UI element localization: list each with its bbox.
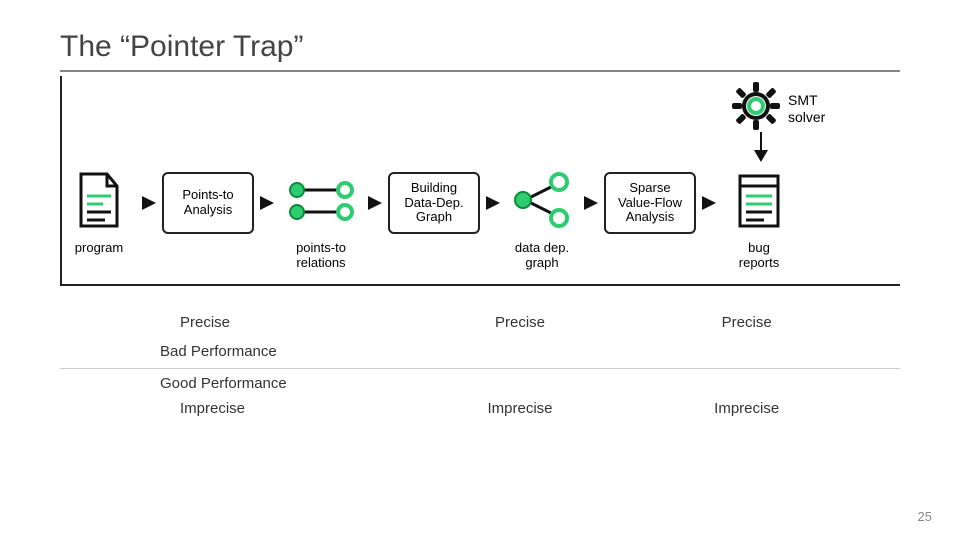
- smt-label-line2: solver: [788, 109, 825, 125]
- document-icon: [75, 172, 123, 235]
- precise-2: Precise: [407, 314, 634, 331]
- ddg-label: data dep. graph: [515, 241, 569, 271]
- pipeline-row: program Points-to Analysis: [62, 172, 796, 271]
- slide-number: 25: [918, 509, 932, 524]
- gear-icon: [732, 82, 780, 135]
- reports-l1: bug: [739, 241, 779, 256]
- arrow-down-icon: [754, 132, 768, 167]
- bad-performance: Bad Performance: [60, 343, 900, 360]
- separator: [60, 368, 900, 369]
- stage-points-to: Points-to Analysis: [162, 172, 254, 234]
- reports-label: bug reports: [739, 241, 779, 271]
- stage-build-ddg: Building Data-Dep. Graph: [388, 172, 480, 234]
- arrow-right-icon: [486, 196, 500, 215]
- stage-svfa: Sparse Value-Flow Analysis: [604, 172, 696, 234]
- imprecise-2: Imprecise: [407, 400, 634, 417]
- smt-label: SMT solver: [788, 92, 825, 124]
- smt-label-line1: SMT: [788, 92, 825, 108]
- arrow-right-icon: [142, 196, 156, 215]
- arrow-right-icon: [368, 196, 382, 215]
- arrow-right-icon: [584, 196, 598, 215]
- build-l2: Data-Dep.: [404, 196, 463, 211]
- page-title: The “Pointer Trap”: [60, 30, 900, 72]
- build-l3: Graph: [404, 210, 463, 225]
- relations-label: points-to relations: [280, 241, 362, 271]
- good-performance: Good Performance: [60, 375, 900, 392]
- row-imprecise: Imprecise Imprecise Imprecise: [60, 400, 900, 417]
- program-label: program: [75, 241, 123, 256]
- points-to-box: Points-to Analysis: [162, 172, 254, 234]
- precision-table: Precise Precise Precise Bad Performance: [60, 314, 900, 360]
- stage-reports: bug reports: [722, 172, 796, 271]
- ddg-l1: data dep.: [515, 241, 569, 256]
- stage-program: program: [62, 172, 136, 256]
- precise-1: Precise: [100, 314, 407, 331]
- build-l1: Building: [404, 181, 463, 196]
- precise-3: Precise: [633, 314, 860, 331]
- svfa-l3: Analysis: [618, 210, 682, 225]
- build-ddg-box: Building Data-Dep. Graph: [388, 172, 480, 234]
- stage-relations: points-to relations: [280, 172, 362, 271]
- smt-solver-group: SMT solver: [732, 82, 825, 135]
- arrow-right-icon: [702, 196, 716, 215]
- arrow-right-icon: [260, 196, 274, 215]
- imprecise-3: Imprecise: [633, 400, 860, 417]
- svfa-box: Sparse Value-Flow Analysis: [604, 172, 696, 234]
- imprecise-1: Imprecise: [100, 400, 407, 417]
- report-icon: [734, 172, 784, 235]
- ddg-l2: graph: [515, 256, 569, 271]
- stage-ddg: data dep. graph: [506, 172, 578, 271]
- svfa-l1: Sparse: [618, 181, 682, 196]
- graph-icon: [511, 172, 573, 235]
- svfa-l2: Value-Flow: [618, 196, 682, 211]
- row-precise: Precise Precise Precise: [60, 314, 900, 331]
- reports-l2: reports: [739, 256, 779, 271]
- relations-icon: [285, 172, 357, 235]
- pipeline-diagram: SMT solver: [60, 76, 900, 286]
